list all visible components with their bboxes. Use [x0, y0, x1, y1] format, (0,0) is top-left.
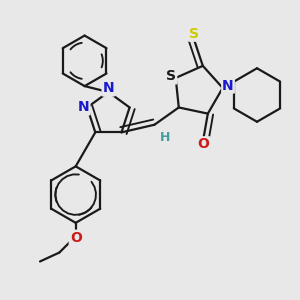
Text: H: H	[160, 131, 170, 144]
Text: N: N	[103, 82, 114, 95]
Text: N: N	[222, 79, 234, 92]
Text: S: S	[166, 69, 176, 83]
Text: S: S	[189, 27, 199, 41]
Text: O: O	[70, 231, 82, 245]
Text: N: N	[78, 100, 89, 114]
Text: O: O	[197, 137, 209, 151]
